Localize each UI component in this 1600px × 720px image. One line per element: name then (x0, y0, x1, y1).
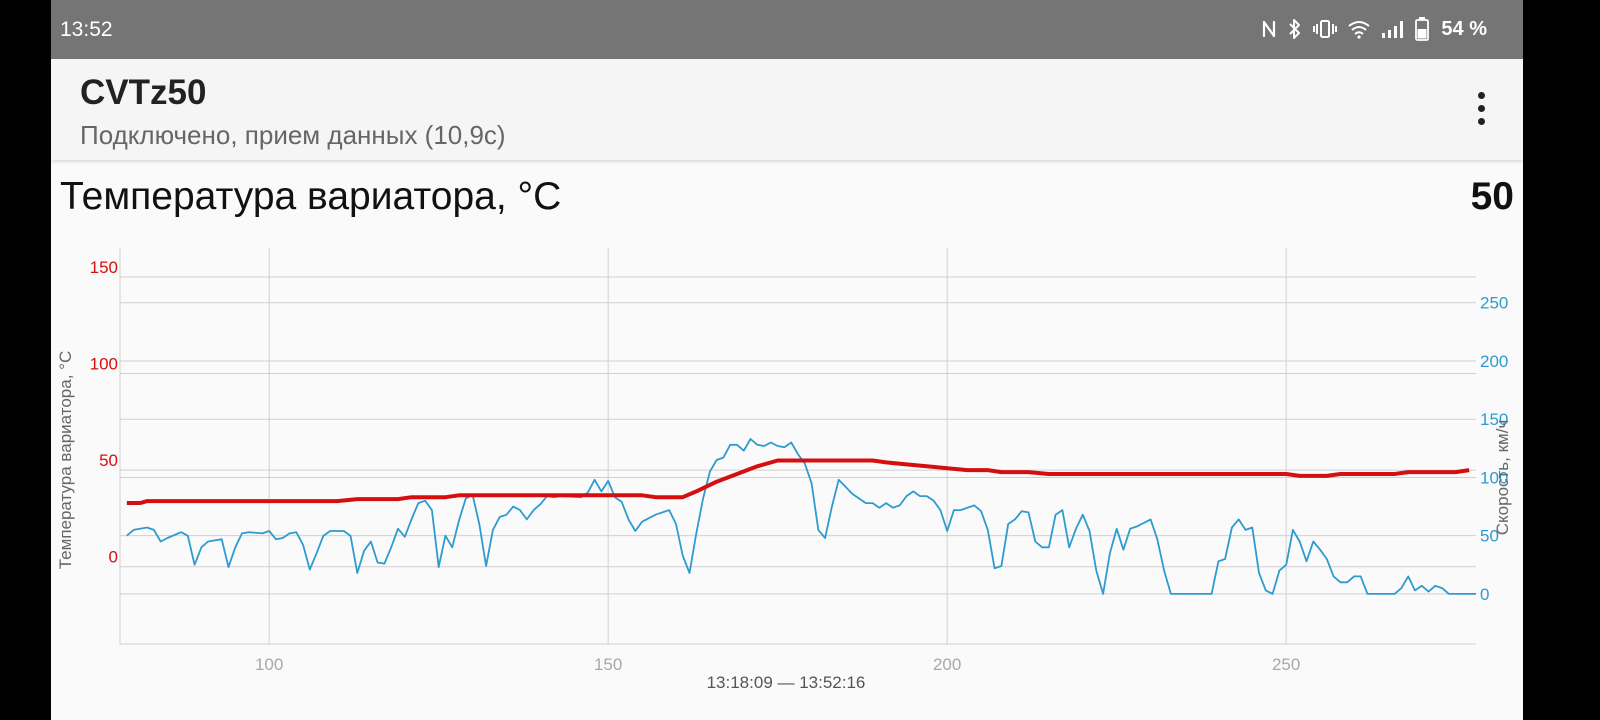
y-left-tick-label: 150 (90, 258, 118, 277)
battery-icon (1415, 17, 1430, 41)
battery-percent: 54 % (1441, 17, 1487, 40)
nfc-icon (1261, 19, 1277, 39)
y-left-axis-title: Температура вариатора, °C (56, 351, 75, 570)
temperature-series-line (126, 458, 1470, 505)
connection-status: Подключено, прием данных (10,9с) (80, 120, 506, 150)
app-title: CVTz50 (80, 73, 207, 112)
x-tick-label: 150 (594, 655, 622, 674)
phone-screen: 13:52 54 % CVTz50 Подключено, п (51, 0, 1523, 720)
y-right-tick-label: 0 (1480, 585, 1489, 604)
wifi-icon (1347, 19, 1371, 39)
x-tick-label: 250 (1272, 655, 1300, 674)
time-range-label: 13:18:09 — 13:52:16 (707, 673, 866, 692)
status-bar: 13:52 54 % (51, 0, 1523, 59)
y-left-tick-label: 50 (99, 451, 118, 470)
y-left-tick-label: 100 (90, 355, 118, 374)
bluetooth-icon (1287, 18, 1303, 40)
chart[interactable]: 100 150 200 250 0 50 100 150 0 50 100 150 200 250 Темп… (51, 0, 1523, 720)
y-right-tick-label: 250 (1480, 294, 1508, 313)
vibrate-icon (1313, 19, 1338, 39)
y-right-tick-label: 200 (1480, 352, 1508, 371)
y-left-tick-label: 0 (109, 548, 118, 567)
speed-series-line (126, 438, 1476, 595)
status-icons: 54 % (1261, 16, 1487, 42)
y-right-tick-label: 50 (1480, 527, 1499, 546)
y-right-axis-title: Скорость, км/ч (1493, 420, 1512, 536)
parameter-title: Температура вариатора, °C (60, 175, 562, 218)
more-vert-icon[interactable] (1461, 89, 1501, 129)
app-bar: CVTz50 Подключено, прием данных (10,9с) (51, 59, 1523, 160)
y-right-tick-label: 100 (1480, 468, 1508, 487)
x-tick-label: 100 (255, 655, 283, 674)
status-time: 13:52 (60, 18, 113, 41)
x-tick-label: 200 (933, 655, 961, 674)
signal-icon (1381, 19, 1405, 39)
parameter-current-value: 50 (1470, 175, 1514, 218)
y-right-tick-label: 150 (1480, 410, 1508, 429)
